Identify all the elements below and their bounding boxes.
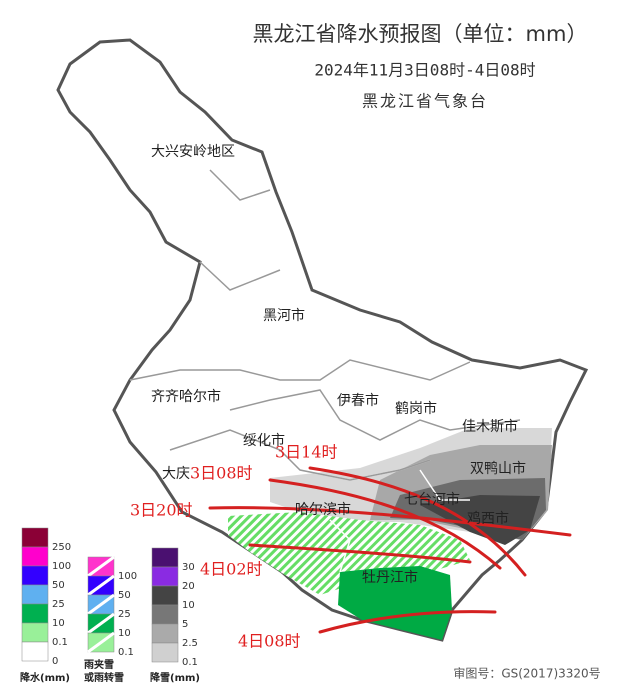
legend-swatch [151,585,179,606]
legend-label: 250 [52,542,71,553]
legend-swatch [21,546,49,567]
region-label: 齐齐哈尔市 [151,388,221,405]
legend-swatch [21,622,49,643]
legend-label: 5 [182,619,188,630]
legend-hatch [87,612,115,635]
legend-swatch [21,641,49,662]
time-label: 4日02时 [200,560,263,579]
legend-swatch [151,566,179,587]
legend-label: 100 [118,571,137,582]
legend-swatch [151,604,179,625]
legend-swatch [151,623,179,644]
subtitle: 2024年11月3日08时-4日08时 [314,61,535,80]
region-label: 牡丹江市 [362,569,418,586]
legend-label: 0.1 [52,637,68,648]
legend-label: 0 [52,656,58,667]
region-label: 双鸭山市 [470,460,526,477]
province-map [56,38,589,642]
region-label: 哈尔滨市 [295,501,351,518]
legend-label: 2.5 [182,638,198,649]
legend-swatch [21,527,49,548]
time-label: 4日08时 [238,632,301,651]
legend-label: 20 [182,581,195,592]
region-label: 黑河市 [263,307,305,324]
legend-label: 50 [118,590,131,601]
legend-label: 0.1 [118,647,134,658]
legend-swatch [21,584,49,605]
region-label: 绥化市 [243,432,285,449]
front-lines [208,466,572,634]
title: 黑龙江省降水预报图（单位：mm） [253,22,588,46]
legend-label: 10 [52,618,65,629]
time-label: 3日20时 [130,501,193,520]
region-label: 七台河市 [404,491,460,508]
legend-label: 25 [52,599,65,610]
region-label: 佳木斯市 [462,418,518,435]
legend-swatch [21,603,49,624]
legend-title: 降水(mm) [20,671,70,684]
region-label: 鹤岗市 [395,400,437,417]
legend-swatch [21,565,49,586]
region-label: 大庆 [162,466,190,482]
legend-hatch [87,593,115,616]
legend-label: 30 [182,562,195,573]
legend-hatch [87,555,115,578]
legend-label: 25 [118,609,131,620]
legend-title: 降雪(mm) [150,671,200,684]
legend-title: 或雨转雪 [84,671,124,684]
legend-label: 50 [52,580,65,591]
legend-swatch [151,547,179,568]
footer: 审图号：GS(2017)3320号 [453,666,600,681]
legend-label: 10 [118,628,131,639]
time-label: 3日14时 [275,443,338,462]
legend-hatch [87,631,115,654]
legend-swatch [151,642,179,663]
region-label: 鸡西市 [467,510,509,527]
agency: 黑龙江省气象台 [362,92,488,111]
legend-hatch [87,574,115,597]
region-label: 大兴安岭地区 [151,144,235,160]
region-label: 伊春市 [337,392,379,409]
legend-label: 10 [182,600,195,611]
time-label: 3日08时 [190,464,253,483]
legend-title: 雨夹雪 [84,658,114,671]
legend-label: 100 [52,561,71,572]
legend-label: 0.1 [182,657,198,668]
